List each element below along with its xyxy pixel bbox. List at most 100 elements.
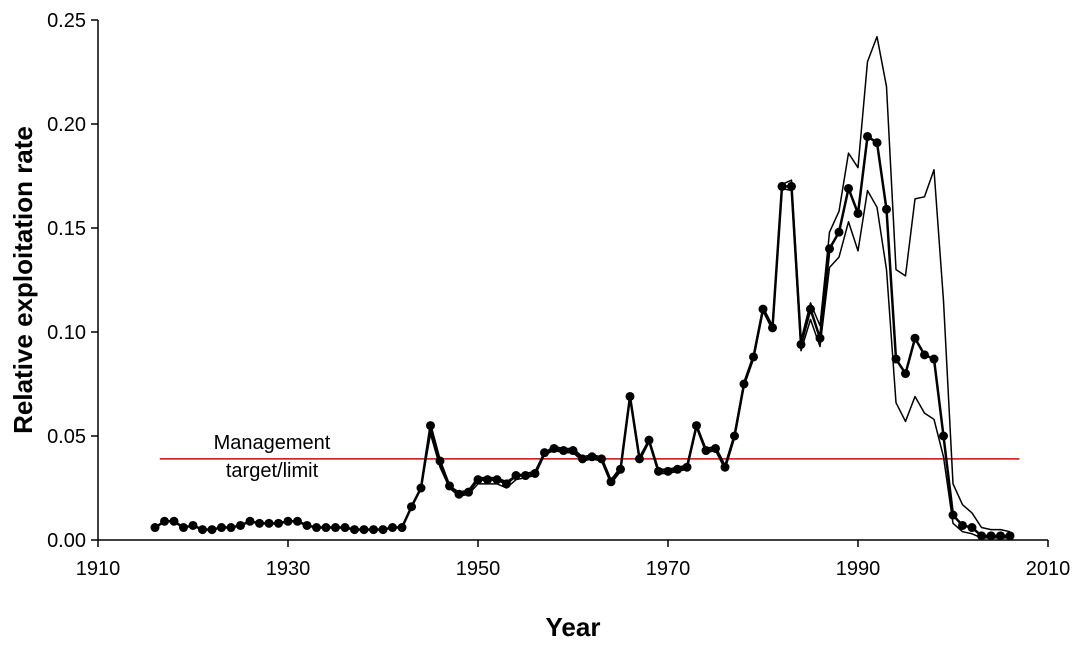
data-point [1005, 531, 1015, 541]
data-point [359, 525, 369, 535]
data-point [407, 502, 416, 512]
data-point [435, 456, 445, 466]
x-tick-label: 1930 [266, 558, 311, 580]
data-point [673, 464, 682, 474]
data-point [787, 181, 796, 191]
data-point [274, 518, 283, 528]
data-point [521, 471, 530, 481]
data-point [663, 466, 673, 476]
y-tick-label: 0.15 [47, 218, 86, 240]
data-point [340, 523, 350, 533]
reference-label: Management [214, 432, 331, 454]
data-point [179, 523, 188, 533]
data-point [217, 523, 226, 533]
data-point [806, 304, 815, 314]
data-point [293, 516, 302, 526]
reference-label: target/limit [226, 460, 319, 482]
data-point [264, 518, 274, 528]
data-point [454, 489, 464, 499]
data-point [540, 448, 549, 458]
data-point [350, 525, 359, 535]
data-point [730, 431, 739, 441]
data-point [977, 531, 986, 541]
data-point [207, 525, 217, 535]
data-point [701, 446, 711, 456]
data-point [492, 475, 502, 485]
data-point [188, 520, 198, 530]
data-point [578, 454, 587, 464]
data-point [473, 475, 483, 485]
data-point [910, 333, 920, 343]
data-point [530, 468, 540, 478]
data-point [929, 354, 939, 364]
data-point [321, 523, 331, 533]
data-point [160, 516, 169, 526]
y-axis-title: Relative exploitation rate [8, 126, 38, 434]
data-point [150, 523, 160, 533]
data-point [901, 369, 910, 379]
data-point [958, 520, 967, 530]
data-point [502, 479, 511, 489]
data-point [948, 510, 958, 520]
data-point [245, 516, 255, 526]
data-point [483, 475, 492, 485]
x-tick-label: 1990 [836, 558, 881, 580]
data-point [369, 525, 378, 535]
data-point [625, 391, 635, 401]
data-point [568, 446, 578, 456]
data-point [587, 452, 597, 462]
x-tick-label: 1910 [76, 558, 121, 580]
data-point [198, 525, 207, 535]
data-point [844, 183, 853, 193]
data-point [777, 181, 787, 191]
data-point [302, 520, 312, 530]
data-point [834, 227, 844, 237]
data-point [445, 481, 454, 491]
y-tick-label: 0.05 [47, 426, 86, 448]
data-point [986, 531, 996, 541]
data-point [312, 523, 321, 533]
data-point [255, 518, 264, 528]
data-point [720, 462, 730, 472]
data-point [891, 354, 901, 364]
data-point [549, 443, 559, 453]
data-point [796, 339, 806, 349]
data-point [967, 523, 977, 533]
data-point [644, 435, 654, 445]
data-point [635, 454, 644, 464]
data-point [426, 421, 435, 431]
data-point [597, 454, 606, 464]
data-point [331, 523, 340, 533]
data-point [378, 525, 388, 535]
data-point [768, 323, 777, 333]
data-point [825, 244, 834, 254]
data-point [606, 477, 616, 487]
data-point [872, 138, 882, 148]
data-point [654, 466, 663, 476]
x-axis-title: Year [546, 612, 601, 642]
data-point [939, 431, 948, 441]
data-point [283, 516, 293, 526]
data-point [464, 487, 473, 497]
data-point [711, 443, 720, 453]
data-point [853, 208, 863, 218]
x-tick-label: 2010 [1026, 558, 1071, 580]
x-tick-label: 1950 [456, 558, 501, 580]
data-point [682, 462, 692, 472]
data-point [739, 379, 749, 389]
data-point [863, 131, 872, 141]
data-point [397, 523, 407, 533]
data-point [920, 350, 929, 360]
data-point [749, 352, 758, 362]
data-point [996, 531, 1005, 541]
data-point [169, 516, 179, 526]
data-point [616, 464, 625, 474]
data-point [236, 520, 245, 530]
x-tick-label: 1970 [646, 558, 691, 580]
series-line [154, 187, 1010, 539]
data-point [758, 304, 768, 314]
data-point [559, 446, 568, 456]
y-tick-label: 0.20 [47, 114, 86, 136]
y-tick-label: 0.00 [47, 530, 86, 552]
